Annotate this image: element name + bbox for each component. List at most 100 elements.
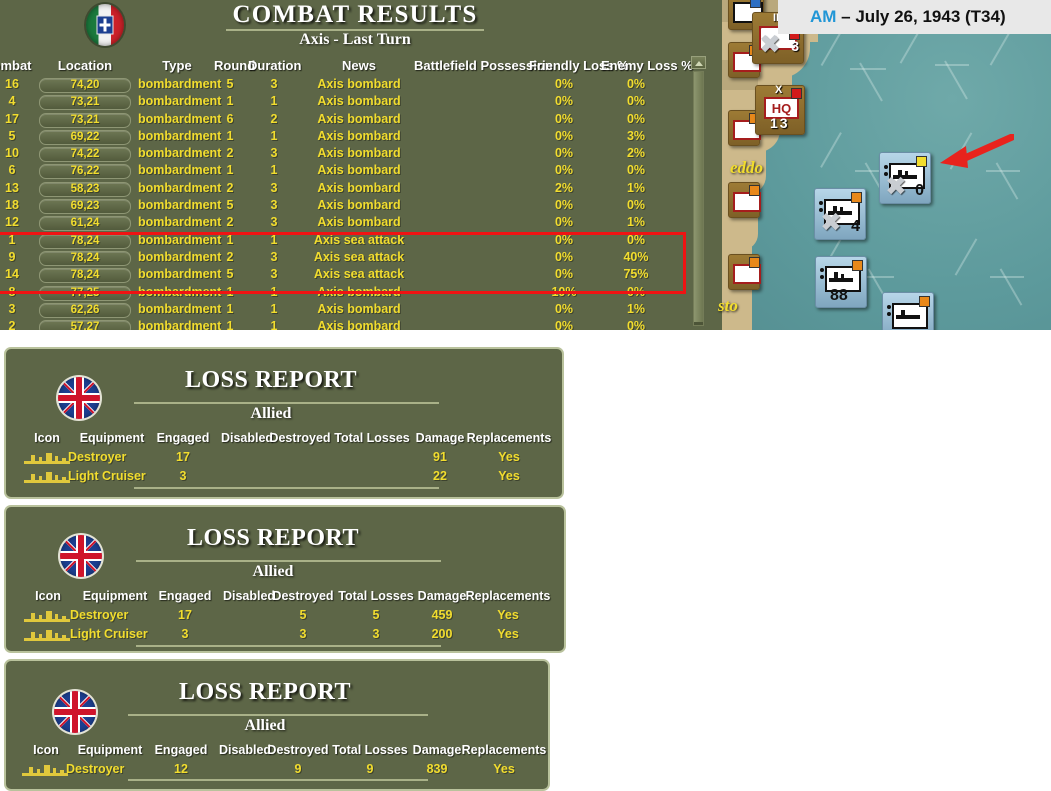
combat-results-table: ombat Location Type Round Duration News …	[0, 55, 710, 330]
table-row[interactable]: 12 61,24 bombardment 2 3 Axis bombard 0% 1%	[0, 214, 710, 232]
cell-location[interactable]: 78,24	[36, 249, 134, 266]
cell-replacements: Yes	[497, 627, 519, 641]
cell-location[interactable]: 74,20	[36, 76, 134, 93]
location-pill[interactable]: 73,21	[39, 95, 131, 111]
cell-duration: 3	[270, 77, 278, 91]
table-row[interactable]: 18 69,23 bombardment 5 3 Axis bombard 0% 0%	[0, 197, 710, 215]
cell-friendly-loss: 0%	[554, 128, 574, 143]
table-row[interactable]: 14 78,24 bombardment 5 3 Axis sea attack 0% 75%	[0, 266, 710, 284]
table-row[interactable]: Destroyer 17 91 Yes	[6, 448, 562, 467]
crossed-swords-icon: ✖	[820, 207, 842, 237]
cell-destroyed: 3	[299, 627, 307, 641]
table-row[interactable]: 6 76,22 bombardment 1 1 Axis bombard 0% 0%	[0, 162, 710, 180]
union-jack-icon	[60, 535, 102, 577]
col-header-disabled: Disabled	[218, 743, 272, 757]
scrollbar-thumb[interactable]	[694, 72, 703, 322]
cell-duration: 3	[270, 180, 278, 195]
loss-report-panel-2: LOSS REPORT Allied Icon Equipment Engaged Dis…	[4, 505, 566, 653]
table-row[interactable]: 4 73,21 bombardment 1 1 Axis bombard 0% 0%	[0, 93, 710, 111]
table-row[interactable]: 16 74,20 bombardment 5 3 Axis bombard 0% 0%	[0, 76, 710, 93]
cell-type: bombardment	[138, 94, 222, 109]
table-header-row: Icon Equipment Engaged Disabled Destroyed Tot…	[6, 587, 564, 606]
turn-date-text: AM – July 26, 1943 (T34)	[810, 7, 1006, 27]
cell-location[interactable]: 73,21	[36, 111, 134, 128]
cell-news: Axis bombard	[317, 215, 401, 230]
cell-friendly-loss: 0%	[554, 215, 574, 230]
cell-location[interactable]: 78,24	[36, 266, 134, 284]
location-pill[interactable]: 74,22	[39, 147, 131, 163]
counter-naval-four[interactable]: ✖ 4	[814, 188, 866, 240]
combat-table-scrollbar[interactable]	[691, 56, 706, 326]
table-row[interactable]: 17 73,21 bombardment 6 2 Axis bombard 0% 0%	[0, 111, 710, 128]
partial-counter[interactable]	[728, 254, 761, 290]
cell-friendly-loss: 0%	[554, 146, 574, 161]
col-header-combat: ombat	[0, 58, 32, 73]
hex-grid-line	[986, 170, 1020, 172]
location-pill[interactable]: 61,24	[39, 216, 131, 232]
cell-duration: 1	[270, 284, 278, 299]
table-row[interactable]: 8 77,25 bombardment 1 1 Axis bombard 10% 0%	[0, 284, 710, 301]
location-pill[interactable]: 77,25	[39, 285, 131, 301]
location-pill[interactable]: 78,24	[39, 233, 131, 249]
table-row[interactable]: 2 57,27 bombardment 1 1 Axis bombard 0% 0%	[0, 318, 710, 330]
location-pill[interactable]: 69,23	[39, 199, 131, 215]
location-pill[interactable]: 76,22	[39, 164, 131, 180]
location-pill[interactable]: 74,20	[39, 78, 131, 93]
cell-combat: 2	[8, 319, 16, 330]
cell-location[interactable]: 69,22	[36, 128, 134, 145]
table-row[interactable]: 1 78,24 bombardment 1 1 Axis sea attack 0% 0%	[0, 232, 710, 249]
cell-combat: 5	[8, 128, 16, 143]
cell-location[interactable]: 69,23	[36, 197, 134, 215]
table-row[interactable]: Destroyer 12 9 9 839 Yes	[6, 760, 548, 779]
counter-axis-hq[interactable]: X HQ 13	[755, 84, 805, 135]
counter-naval-partial[interactable]	[882, 292, 934, 330]
table-row[interactable]: Light Cruiser 3 3 3 200 Yes	[6, 625, 564, 644]
cell-location[interactable]: 73,21	[36, 93, 134, 111]
col-header-news: News	[342, 58, 376, 73]
location-pill[interactable]: 78,24	[39, 250, 131, 266]
table-row[interactable]: 9 78,24 bombardment 2 3 Axis sea attack 0% 40%	[0, 249, 710, 266]
cell-type: bombardment	[138, 163, 222, 178]
counter-naval-zero[interactable]: ✖ 0	[879, 152, 931, 204]
cell-location[interactable]: 62,26	[36, 301, 134, 318]
col-header-damage: Damage	[412, 743, 462, 757]
location-pill[interactable]: 57,27	[39, 320, 131, 330]
col-header-replacements: Replacements	[461, 743, 547, 757]
table-row[interactable]: 13 58,23 bombardment 2 3 Axis bombard 2% 1%	[0, 180, 710, 197]
table-row[interactable]: 10 74,22 bombardment 2 3 Axis bombard 0% 2%	[0, 145, 710, 163]
location-pill[interactable]: 78,24	[39, 268, 131, 284]
col-header-disabled: Disabled	[220, 431, 274, 445]
cell-combat: 4	[8, 94, 16, 109]
crossed-swords-icon: ✖	[885, 171, 907, 201]
cell-round: 1	[226, 319, 234, 330]
location-pill[interactable]: 73,21	[39, 112, 131, 128]
unit-flag-square	[851, 192, 862, 203]
chevron-up-icon[interactable]	[691, 56, 706, 69]
cell-news: Axis bombard	[317, 198, 401, 213]
col-header-duration: Duration	[248, 58, 302, 73]
partial-counter[interactable]	[728, 182, 761, 218]
location-pill[interactable]: 69,22	[39, 129, 131, 145]
table-row[interactable]: 3 62,26 bombardment 1 1 Axis bombard 0% 1%	[0, 301, 710, 318]
cell-location[interactable]: 76,22	[36, 162, 134, 180]
table-header-row: Icon Equipment Engaged Disabled Destroyed Tot…	[6, 429, 562, 448]
scrollbar-track[interactable]	[693, 71, 704, 326]
table-row[interactable]: Light Cruiser 3 22 Yes	[6, 467, 562, 486]
game-map[interactable]: II ✖ 3 X HQ 13 ✖ 0	[710, 0, 1051, 330]
cell-location[interactable]: 74,22	[36, 145, 134, 163]
location-pill[interactable]: 58,23	[39, 181, 131, 197]
cell-enemy-loss: 0%	[626, 319, 646, 330]
table-row[interactable]: Destroyer 17 5 5 459 Yes	[6, 606, 564, 625]
cell-location[interactable]: 78,24	[36, 232, 134, 249]
cell-type: bombardment	[138, 215, 222, 230]
table-row[interactable]: 5 69,22 bombardment 1 1 Axis bombard 0% 3%	[0, 128, 710, 145]
cell-friendly-loss: 0%	[554, 301, 574, 316]
location-pill[interactable]: 62,26	[39, 302, 131, 318]
cell-location[interactable]: 77,25	[36, 284, 134, 301]
cell-damage: 459	[431, 608, 453, 622]
cell-location[interactable]: 58,23	[36, 180, 134, 197]
loss-report-title: LOSS REPORT	[178, 679, 352, 705]
cell-location[interactable]: 61,24	[36, 214, 134, 232]
counter-naval-eightyeight[interactable]: 88	[815, 256, 867, 308]
cell-location[interactable]: 57,27	[36, 318, 134, 330]
